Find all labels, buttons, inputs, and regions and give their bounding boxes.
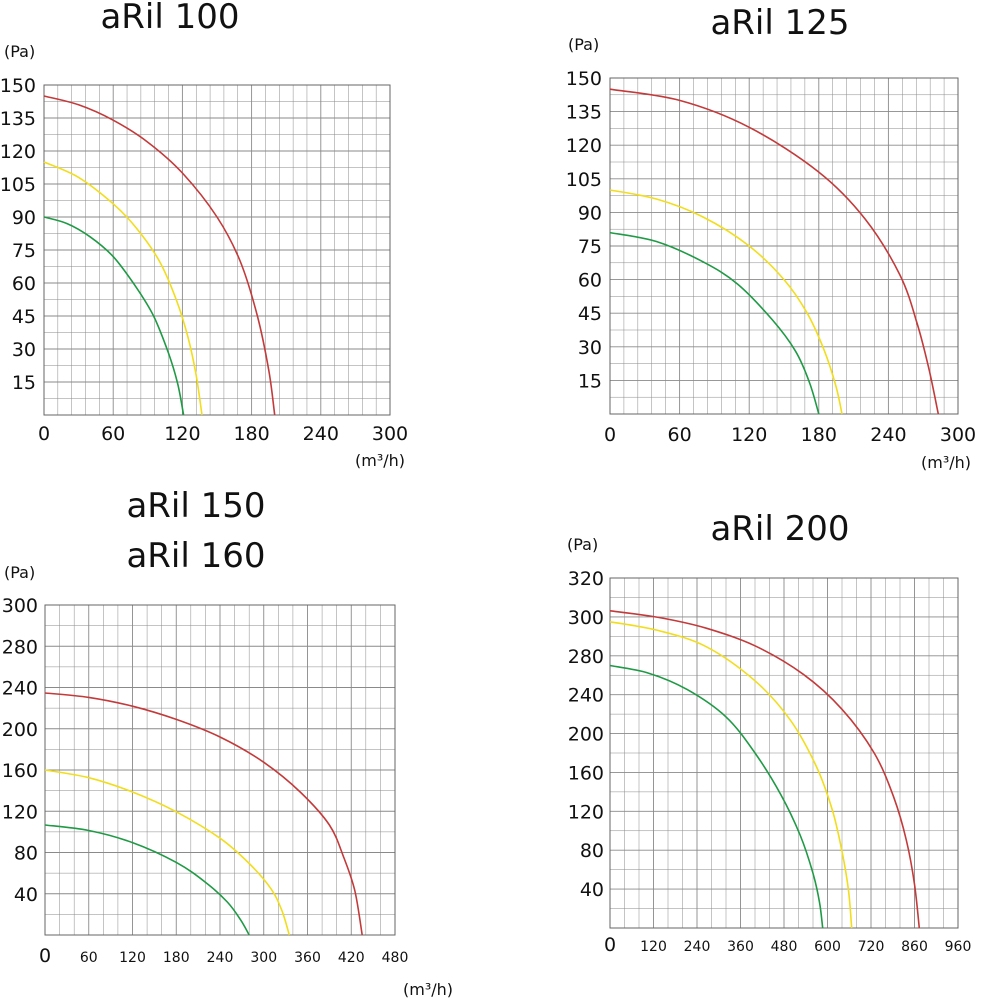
x-tick-label: 300 [250,950,277,966]
y-tick-label: 90 [578,202,602,224]
series-line-green [44,824,250,936]
series-line-yellow [43,161,203,416]
y-tick-label: 105 [566,169,602,191]
x-axis-label: (m³/h) [403,980,453,999]
x-tick-label: 60 [668,424,692,446]
series-line-red [43,95,276,416]
series-line-red [609,88,940,415]
y-tick-label: 240 [2,678,38,700]
plot-frame [43,84,391,416]
y-axis-label: (Pa) [568,35,599,54]
series-line-green [609,231,820,415]
y-axis-label: (Pa) [567,535,598,554]
x-tick-label: 720 [858,939,885,955]
plot-frame [609,577,959,929]
chart-title: aRil 160 [126,536,265,576]
y-tick-label: 120 [0,141,36,163]
chart-panel-4: aRil 200 320 300 280 240 200 160 120 80 40 0 120 240… [567,509,971,956]
y-tick-label: 135 [566,102,602,124]
y-tick-label: 15 [578,370,602,392]
series-line-yellow [609,189,843,415]
x-tick-label: 240 [870,424,906,446]
y-tick-label: 280 [2,636,38,658]
y-axis-label: (Pa) [4,563,35,582]
x-tick-label: 240 [207,950,234,966]
x-tick-label: 120 [640,939,667,955]
series-line-red [44,692,363,936]
x-tick-label: 300 [940,424,976,446]
x-axis-label: (m³/h) [355,451,405,470]
x-tick-label: 120 [119,950,146,966]
chart-title: aRil 100 [100,0,239,37]
series-line-yellow [609,621,853,929]
y-tick-label: 80 [580,840,604,862]
chart-title: aRil 150 [126,486,265,526]
y-tick-label: 135 [0,108,36,130]
x-tick-label: 0 [39,945,51,967]
y-tick-label: 120 [568,801,604,823]
x-tick-label: 60 [80,950,98,966]
x-tick-label: 180 [233,423,269,445]
y-tick-label: 40 [14,884,38,906]
y-tick-label: 240 [568,685,604,707]
y-tick-label: 40 [580,879,604,901]
y-tick-label: 320 [568,568,604,590]
x-tick-label: 360 [727,939,754,955]
series-line-red [609,610,921,929]
y-axis-label: (Pa) [4,42,35,61]
chart-panel-3: aRil 150 aRil 160 300 280 240 200 160 120 80 40 0 6… [2,486,453,999]
x-tick-label: 240 [303,423,339,445]
x-tick-label: 180 [801,424,837,446]
x-tick-label: 0 [38,423,50,445]
series-line-green [609,664,824,929]
y-tick-label: 15 [12,372,36,394]
y-tick-label: 90 [12,207,36,229]
y-tick-label: 160 [568,762,604,784]
y-tick-label: 150 [0,75,36,97]
x-tick-label: 480 [771,939,798,955]
x-tick-label: 960 [945,939,972,955]
series-line-yellow [44,769,291,936]
y-tick-label: 120 [2,801,38,823]
series-line-green [43,216,185,416]
y-tick-label: 30 [578,337,602,359]
y-tick-label: 120 [566,135,602,157]
y-tick-label: 45 [578,303,602,325]
chart-title: aRil 125 [710,3,849,43]
x-tick-label: 0 [604,934,616,956]
x-tick-label: 360 [294,950,321,966]
x-tick-label: 0 [604,424,616,446]
y-tick-label: 150 [566,68,602,90]
y-tick-label: 105 [0,174,36,196]
y-tick-label: 75 [12,240,36,262]
y-tick-label: 160 [2,760,38,782]
y-tick-label: 200 [2,719,38,741]
y-tick-label: 200 [568,724,604,746]
y-tick-label: 300 [2,595,38,617]
y-tick-label: 280 [568,646,604,668]
x-tick-label: 860 [901,939,928,955]
x-tick-label: 300 [372,423,408,445]
y-tick-label: 60 [578,270,602,292]
chart-title: aRil 200 [710,509,849,549]
plot-frame [609,77,959,415]
x-tick-label: 600 [814,939,841,955]
x-tick-label: 420 [338,950,365,966]
y-tick-label: 60 [12,273,36,295]
y-tick-label: 45 [12,306,36,328]
y-tick-label: 75 [578,236,602,258]
y-tick-label: 300 [568,607,604,629]
x-tick-label: 480 [382,950,409,966]
x-tick-label: 180 [163,950,190,966]
y-tick-label: 80 [14,843,38,865]
x-tick-label: 120 [731,424,767,446]
x-axis-label: (m³/h) [921,453,971,472]
y-tick-label: 30 [12,339,36,361]
x-tick-label: 240 [684,939,711,955]
x-tick-label: 120 [164,423,200,445]
x-tick-label: 60 [101,423,125,445]
